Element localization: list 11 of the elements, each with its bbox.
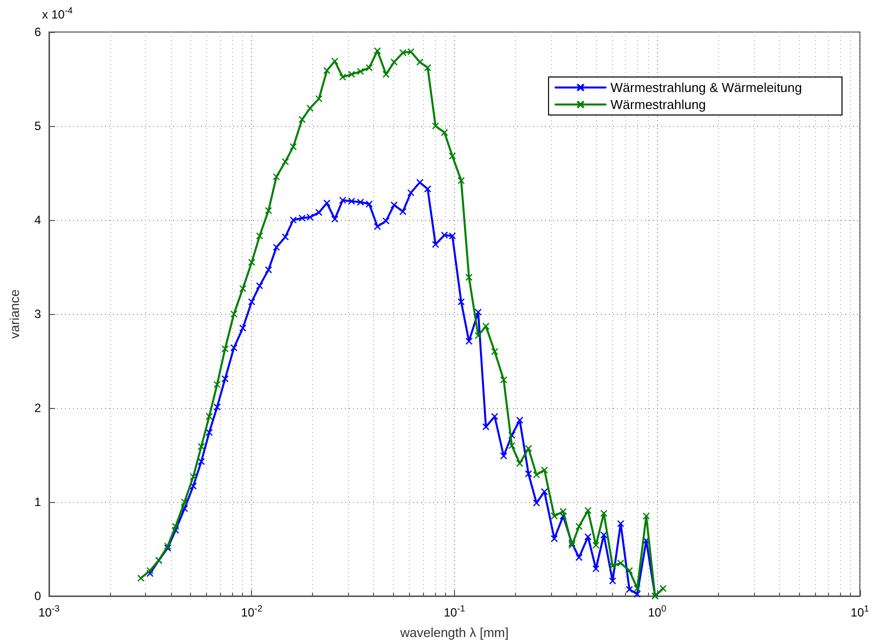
y-tick-label: 4 — [34, 213, 42, 227]
y-tick-label: 1 — [34, 495, 42, 509]
y-tick-label: 5 — [34, 119, 42, 133]
y-tick-label: 2 — [34, 401, 42, 415]
y-tick-label: 6 — [34, 25, 42, 39]
x-axis-title: wavelength λ [mm] — [399, 625, 509, 640]
y-tick-label: 3 — [34, 307, 42, 321]
legend-label: Wärmestrahlung & Wärmeleitung — [610, 80, 802, 95]
legend-label: Wärmestrahlung — [610, 97, 706, 112]
y-tick-label: 0 — [34, 589, 42, 603]
y-axis-title: variance — [7, 289, 22, 339]
